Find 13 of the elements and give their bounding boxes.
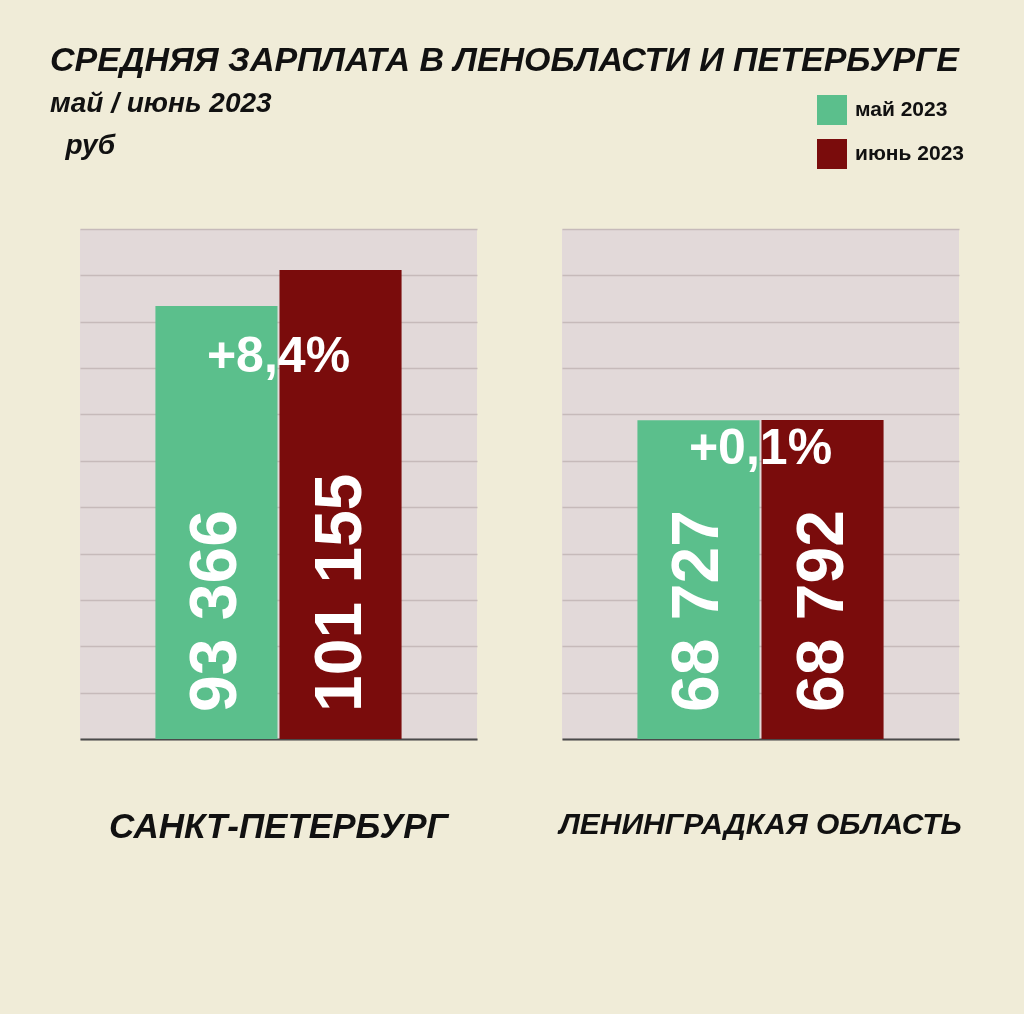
legend-label: июнь 2023 bbox=[855, 141, 964, 164]
annotation: +8,4% bbox=[206, 326, 351, 383]
chart-title: СРЕДНЯЯ ЗАРПЛАТА В ЛЕНОБЛАСТИ И ПЕТЕРБУРГЕ bbox=[50, 40, 961, 78]
chart-subtitle: май / июнь 2023 bbox=[50, 87, 273, 118]
legend-label: май 2023 bbox=[855, 97, 948, 120]
x-tick-label: САНКТ-ПЕТЕРБУРГ bbox=[109, 805, 450, 845]
data-label: 101 155 bbox=[300, 473, 375, 712]
data-label: 93 366 bbox=[176, 510, 251, 712]
data-label: 68 727 bbox=[658, 510, 733, 712]
y-axis-title: руб bbox=[64, 128, 116, 160]
data-label: 68 792 bbox=[782, 510, 857, 712]
x-tick-label: ЛЕНИНГРАДКАЯ ОБЛАСТЬ bbox=[557, 806, 962, 840]
annotation: +0,1% bbox=[688, 419, 833, 476]
